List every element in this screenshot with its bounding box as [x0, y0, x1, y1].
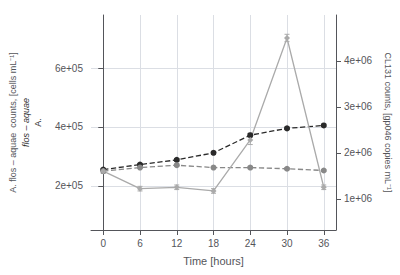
svg-text:36: 36: [318, 238, 330, 249]
svg-text:6e+05: 6e+05: [55, 63, 84, 74]
svg-text:24: 24: [245, 238, 257, 249]
svg-text:A.: A.: [33, 118, 43, 127]
svg-text:4e+05: 4e+05: [55, 121, 84, 132]
svg-text:12: 12: [171, 238, 183, 249]
svg-text:4e+06: 4e+06: [344, 55, 373, 66]
svg-text:Time [hours]: Time [hours]: [183, 255, 244, 267]
svg-text:2e+05: 2e+05: [55, 180, 84, 191]
svg-text:0: 0: [100, 238, 106, 249]
svg-text:3e+06: 3e+06: [344, 101, 373, 112]
svg-text:2e+06: 2e+06: [344, 147, 373, 158]
svg-text:6: 6: [137, 238, 143, 249]
svg-text:18: 18: [208, 238, 220, 249]
svg-text:A. flos – aquae counts, [cell: A. flos – aquae counts, [cells mL⁻¹]: [8, 52, 18, 193]
svg-text:1e+06: 1e+06: [344, 193, 373, 204]
svg-text:flos – aquae: flos – aquae: [21, 98, 31, 147]
svg-text:30: 30: [281, 238, 293, 249]
svg-text:CL131 counts, [gp046 copies mL: CL131 counts, [gp046 copies mL⁻¹]: [383, 52, 393, 192]
